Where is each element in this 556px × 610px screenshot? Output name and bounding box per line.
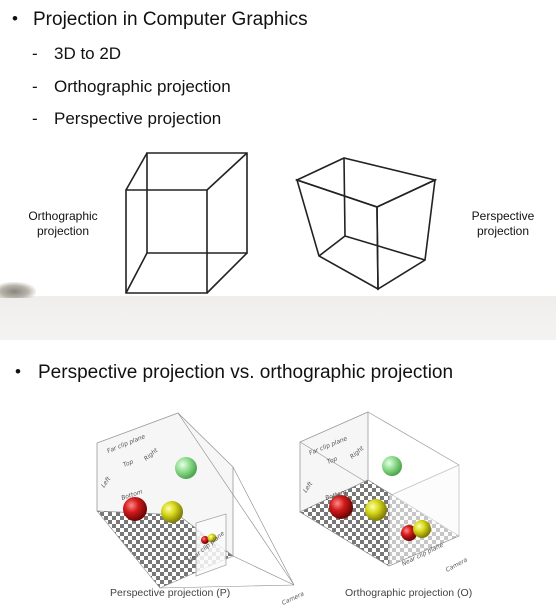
- subitem-perspective: Perspective projection: [54, 109, 222, 128]
- subitem-dash: -: [32, 109, 38, 128]
- perspective-figure-caption: Perspective projection (P): [110, 587, 231, 599]
- caption-line: Perspective: [471, 209, 535, 223]
- perspective-cube-illustration: [294, 157, 438, 291]
- edge-shadow: [0, 282, 36, 298]
- slide-projection-comparison: • Perspective projection vs. orthographi…: [0, 340, 556, 610]
- caption-line: projection: [476, 224, 530, 238]
- caption-line: projection: [36, 224, 90, 238]
- caption-line: Orthographic: [28, 209, 98, 223]
- subitem-dash: -: [32, 44, 38, 63]
- subitem-dash: -: [32, 77, 38, 96]
- orthographic-figure-caption: Orthographic projection (O): [345, 587, 473, 599]
- top-label: Top: [326, 455, 338, 465]
- subitem-orthographic: Orthographic projection: [54, 77, 231, 96]
- orthographic-cube-illustration: [125, 152, 248, 294]
- perspective-caption: Perspective projection: [462, 209, 544, 239]
- orthographic-frustum-illustration: Far clip plane Top Right Left Bottom Nea…: [299, 411, 469, 574]
- top-label: Top: [122, 458, 134, 468]
- perspective-frustum-illustration: Far clip plane Top Right Left Bottom Nea…: [96, 412, 305, 607]
- subitem-3d-to-2d: 3D to 2D: [54, 44, 122, 63]
- slide-separator: [0, 296, 556, 340]
- slide-title: Perspective projection vs. orthographic …: [38, 362, 454, 383]
- slide-projection-intro: • Projection in Computer Graphics - 3D t…: [0, 0, 556, 296]
- camera-label: Camera: [445, 556, 469, 573]
- orthographic-caption: Orthographic projection: [20, 209, 106, 239]
- slide-title: Projection in Computer Graphics: [33, 9, 308, 30]
